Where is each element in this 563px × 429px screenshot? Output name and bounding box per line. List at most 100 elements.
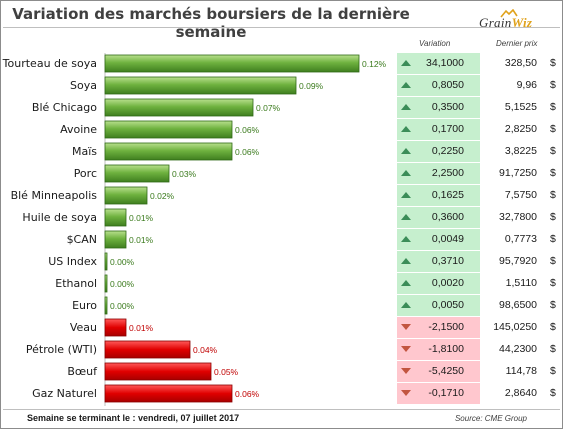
last-price-value: 7,5750 <box>504 189 537 201</box>
bar-value-label: 0.01% <box>129 235 154 245</box>
variation-value: 0,0020 <box>431 277 464 289</box>
bar-3 <box>104 120 233 139</box>
currency-symbol: $ <box>550 57 556 69</box>
variation-cell: 0,0049 <box>397 229 480 250</box>
down-triangle-icon <box>401 368 411 374</box>
variation-cell: 0,3710 <box>397 251 480 272</box>
up-triangle-icon <box>401 192 411 198</box>
category-label: Veau <box>69 321 97 334</box>
bar-value-label: 0.04% <box>193 345 218 355</box>
variation-cell: 0,3500 <box>397 97 480 118</box>
bar-15 <box>104 384 233 403</box>
currency-symbol: $ <box>550 343 556 355</box>
category-label: $CAN <box>66 233 97 246</box>
category-label: Avoine <box>60 123 97 136</box>
bar-value-label: 0.12% <box>362 59 387 69</box>
currency-symbol: $ <box>550 255 556 267</box>
currency-symbol: $ <box>550 167 556 179</box>
variation-cell: 0,0020 <box>397 273 480 294</box>
title-divider <box>3 27 560 28</box>
currency-symbol: $ <box>550 123 556 135</box>
bar-value-label: 0.00% <box>110 301 135 311</box>
bar-2 <box>104 98 254 117</box>
variation-cell: -5,4250 <box>397 361 480 382</box>
up-triangle-icon <box>401 302 411 308</box>
currency-symbol: $ <box>550 79 556 91</box>
last-price-value: 44,2300 <box>499 343 537 355</box>
category-label: Blé Minneapolis <box>10 189 97 202</box>
variation-cell: 0,2250 <box>397 141 480 162</box>
bar-12 <box>104 318 127 337</box>
last-price-value: 145,0250 <box>493 321 537 333</box>
bar-7 <box>104 208 127 227</box>
source-note: Source: CME Group <box>454 414 527 423</box>
last-price-value: 0,7773 <box>504 233 537 245</box>
up-triangle-icon <box>401 60 411 66</box>
up-triangle-icon <box>401 258 411 264</box>
variation-cell: -1,8100 <box>397 339 480 360</box>
currency-symbol: $ <box>550 387 556 399</box>
category-label: Pétrole (WTI) <box>25 343 97 356</box>
last-price-value: 5,1525 <box>504 101 537 113</box>
week-ending-note: Semaine se terminant le : vendredi, 07 j… <box>27 413 240 423</box>
logo-text-accent: Wiz <box>511 15 533 30</box>
category-label: Tourteau de soya <box>2 57 97 70</box>
variation-cell: 2,2500 <box>397 163 480 184</box>
last-price-value: 9,96 <box>516 79 537 91</box>
footer-divider <box>3 409 560 410</box>
last-price-value: 95,7920 <box>499 255 537 267</box>
category-label: Ethanol <box>55 277 97 290</box>
last-price-value: 32,7800 <box>499 211 537 223</box>
bar-value-label: 0.06% <box>235 125 260 135</box>
variation-value: 0,2250 <box>431 145 464 157</box>
currency-symbol: $ <box>550 233 556 245</box>
last-price-value: 98,6500 <box>499 299 537 311</box>
currency-symbol: $ <box>550 321 556 333</box>
bar-value-label: 0.05% <box>214 367 239 377</box>
bar-14 <box>104 362 212 381</box>
bar-11 <box>104 296 108 315</box>
last-price-value: 114,78 <box>505 365 537 377</box>
variation-value: -2,1500 <box>428 321 464 333</box>
currency-symbol: $ <box>550 277 556 289</box>
logo-hat-icon <box>500 9 518 18</box>
bar-value-label: 0.00% <box>110 279 135 289</box>
variation-cell: 0,3600 <box>397 207 480 228</box>
up-triangle-icon <box>401 170 411 176</box>
variation-value: 0,3600 <box>431 211 464 223</box>
bar-10 <box>104 274 108 293</box>
category-label: Blé Chicago <box>31 101 97 114</box>
currency-symbol: $ <box>550 299 556 311</box>
bar-1 <box>104 76 297 95</box>
price-header: Dernier prix <box>496 39 538 48</box>
variation-value: 0,3500 <box>431 101 464 113</box>
category-label: Euro <box>72 299 97 312</box>
currency-symbol: $ <box>550 189 556 201</box>
up-triangle-icon <box>401 236 411 242</box>
variation-value: 0,1625 <box>431 189 464 201</box>
last-price-value: 3,8225 <box>504 145 537 157</box>
bar-6 <box>104 186 148 205</box>
bar-value-label: 0.07% <box>256 103 281 113</box>
bar-value-label: 0.00% <box>110 257 135 267</box>
bar-value-label: 0.03% <box>172 169 197 179</box>
up-triangle-icon <box>401 126 411 132</box>
up-triangle-icon <box>401 214 411 220</box>
variation-value: 0,1700 <box>431 123 464 135</box>
variation-value: 0,8050 <box>431 79 464 91</box>
variation-cell: 0,8050 <box>397 75 480 96</box>
bar-value-label: 0.02% <box>150 191 175 201</box>
bar-value-label: 0.06% <box>235 389 260 399</box>
variation-header: Variation <box>419 39 451 48</box>
bar-0 <box>104 54 360 73</box>
variation-value: 2,2500 <box>431 167 464 179</box>
bar-13 <box>104 340 191 359</box>
bar-value-label: 0.01% <box>129 213 154 223</box>
last-price-value: 2,8640 <box>504 387 537 399</box>
variation-value: -5,4250 <box>428 365 464 377</box>
variation-value: 0,3710 <box>431 255 464 267</box>
category-label: Porc <box>73 167 97 180</box>
down-triangle-icon <box>401 390 411 396</box>
